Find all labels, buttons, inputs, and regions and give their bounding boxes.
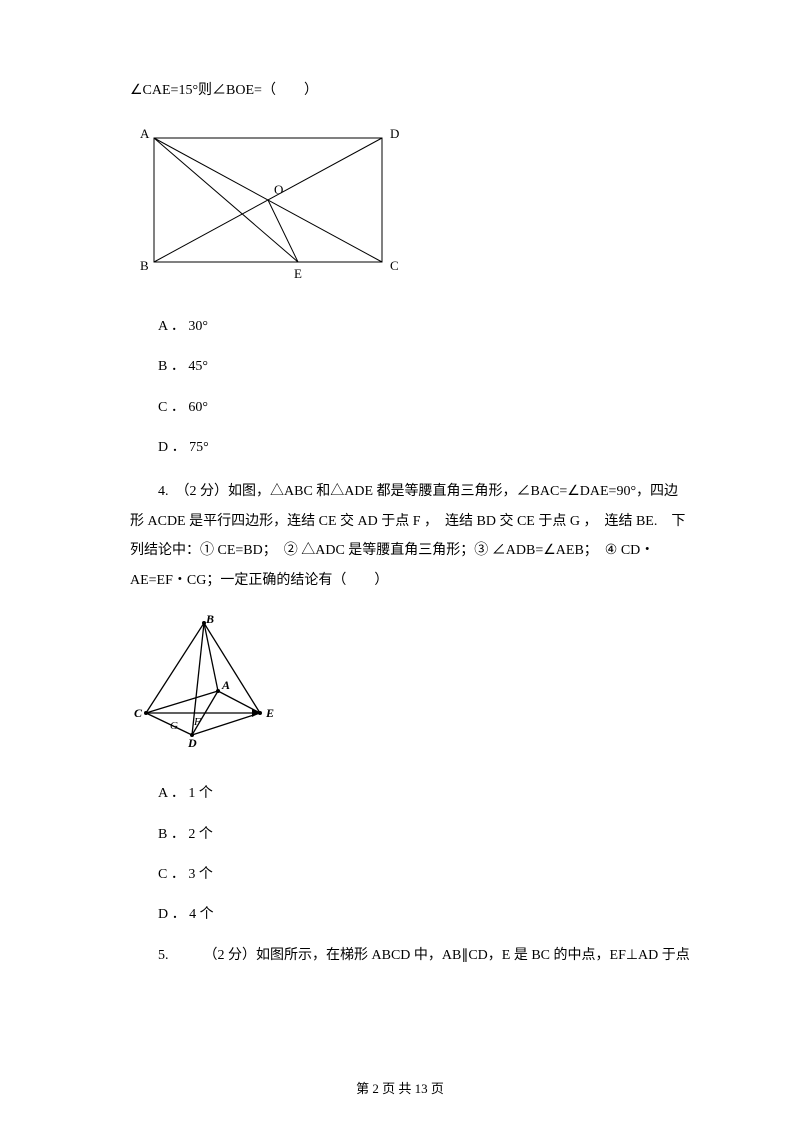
label-C: C [134, 706, 143, 720]
q4-option-c: C ． 3 个 [130, 864, 690, 886]
q4-options: A ． 1 个 B ． 2 个 C ． 3 个 D ． 4 个 [130, 783, 690, 927]
label-E: E [265, 706, 274, 720]
q3-premise: ∠CAE=15°则∠BOE=（ ） [130, 80, 690, 102]
label-D: D [187, 736, 197, 750]
page-footer: 第 2 页 共 13 页 [0, 1078, 800, 1097]
q3-option-b: B ． 45° [130, 356, 690, 378]
q3-option-a: A ． 30° [130, 316, 690, 338]
label-B: B [205, 613, 214, 626]
q3-options: A ． 30° B ． 45° C ． 60° D ． 75° [130, 316, 690, 460]
q4-option-d: D ． 4 个 [130, 904, 690, 926]
q4-option-a: A ． 1 个 [130, 783, 690, 805]
q5-text: 5. （2 分）如图所示，在梯形 ABCD 中，AB∥CD，E 是 BC 的中点… [130, 945, 690, 967]
label-C: C [390, 258, 399, 273]
q4-text: 4. （2 分）如图，△ABC 和△ADE 都是等腰直角三角形，∠BAC=∠DA… [130, 477, 690, 595]
q3-option-d: D ． 75° [130, 437, 690, 459]
label-A: A [140, 126, 150, 141]
q4-option-b: B ． 2 个 [130, 824, 690, 846]
q3-option-c: C ． 60° [130, 397, 690, 419]
label-B: B [140, 258, 149, 273]
label-G: G [170, 720, 178, 732]
q4-figure: B A C E D G F [130, 613, 690, 761]
label-O: O [274, 182, 283, 197]
q3-figure: A D B C O E [130, 120, 690, 293]
label-D: D [390, 126, 399, 141]
label-E: E [294, 266, 302, 281]
label-F: F [193, 716, 201, 728]
label-A: A [221, 678, 230, 692]
